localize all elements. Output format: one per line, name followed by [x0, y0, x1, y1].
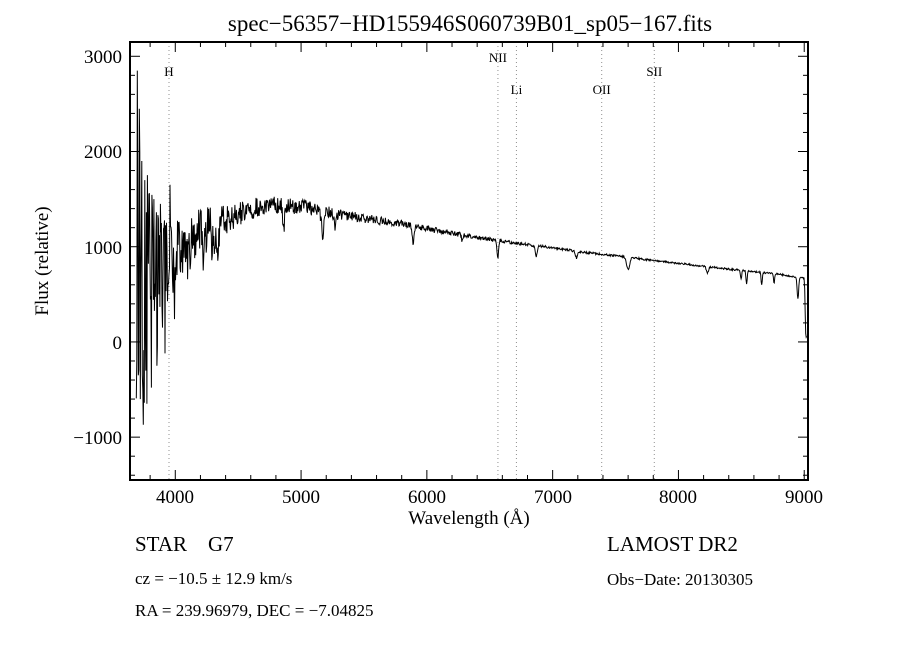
classification-text: STAR G7 — [135, 532, 234, 556]
x-tick-label: 6000 — [408, 487, 446, 508]
x-tick-label: 9000 — [785, 487, 823, 508]
obsdate-text: Obs−Date: 20130305 — [607, 570, 753, 589]
y-tick-label: 2000 — [84, 142, 122, 163]
survey-text: LAMOST DR2 — [607, 532, 738, 556]
plot-title: spec−56357−HD155946S060739B01_sp05−167.f… — [228, 11, 712, 36]
cz-text: cz = −10.5 ± 12.9 km/s — [135, 569, 292, 588]
radec-text: RA = 239.96979, DEC = −7.04825 — [135, 601, 373, 620]
x-axis-label: Wavelength (Å) — [408, 508, 529, 529]
y-tick-label: 3000 — [84, 47, 122, 68]
spectral-line-label: H — [164, 64, 173, 79]
plot-frame — [129, 41, 809, 481]
spectrum-layer — [135, 70, 808, 425]
y-axis-label: Flux (relative) — [32, 206, 53, 315]
spectral-line-label: OII — [593, 82, 611, 97]
y-tick-label: 1000 — [84, 238, 122, 259]
spectrum-line — [135, 70, 808, 425]
x-tick-label: 4000 — [156, 487, 194, 508]
x-tick-label: 8000 — [659, 487, 697, 508]
x-tick-label: 5000 — [282, 487, 320, 508]
tick-marks-layer — [130, 42, 808, 480]
spectral-marker-lines-layer: H NII Li OII SII — [164, 42, 662, 480]
y-tick-label: 0 — [113, 333, 123, 354]
spectral-line-label: Li — [511, 82, 523, 97]
spectral-line-label: SII — [646, 64, 662, 79]
y-tick-label: −1000 — [73, 428, 122, 449]
x-tick-label: 7000 — [534, 487, 572, 508]
spectral-line-label: NII — [489, 50, 507, 65]
